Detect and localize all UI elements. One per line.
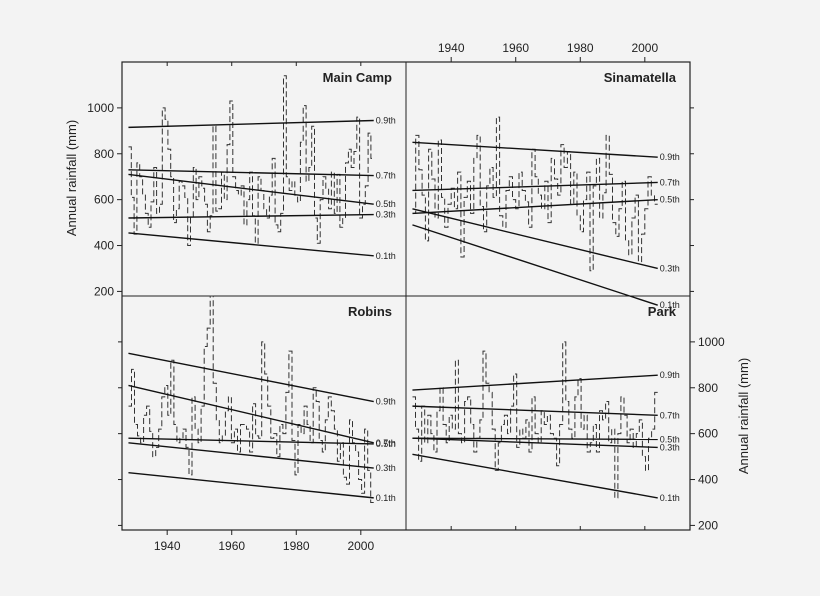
quantile-label-07th-park: 0.7th bbox=[660, 410, 680, 420]
quantile-line-07th-main-camp bbox=[128, 169, 374, 177]
quantile-line-09th-sinamatella bbox=[412, 141, 658, 158]
quantile-label-07th-main-camp: 0.7th bbox=[376, 171, 396, 181]
quantile-label-01th-park: 0.1th bbox=[660, 493, 680, 503]
y-axis-label-left: Annual rainfall (mm) bbox=[64, 120, 79, 236]
quantile-line-09th-main-camp bbox=[128, 119, 374, 129]
x-tick-label-top-2000: 2000 bbox=[631, 41, 658, 55]
y-tick-label-right-600: 600 bbox=[698, 427, 718, 441]
panel-title-park: Park bbox=[648, 304, 677, 319]
quantile-label-05th-park: 0.5th bbox=[660, 434, 680, 444]
quantile-line-05th-park bbox=[412, 437, 658, 441]
rainfall-series-main-camp bbox=[128, 75, 374, 246]
quantile-line-03th-main-camp bbox=[128, 213, 374, 219]
quantile-label-01th-robins: 0.1th bbox=[376, 493, 396, 503]
panel-title-main-camp: Main Camp bbox=[323, 70, 392, 85]
panel-title-sinamatella: Sinamatella bbox=[604, 70, 677, 85]
quantile-line-07th-park bbox=[412, 405, 658, 416]
y-tick-label-right-800: 800 bbox=[698, 381, 718, 395]
quantile-line-05th-robins bbox=[128, 437, 374, 445]
quantile-label-03th-main-camp: 0.3th bbox=[376, 210, 396, 220]
quantile-line-01th-robins bbox=[128, 471, 374, 499]
quantile-line-09th-park bbox=[412, 374, 658, 391]
y-tick-label-left-1000: 1000 bbox=[87, 101, 114, 115]
quantile-label-09th-park: 0.9th bbox=[660, 370, 680, 380]
quantile-label-09th-sinamatella: 0.9th bbox=[660, 152, 680, 162]
y-tick-label-left-800: 800 bbox=[94, 147, 114, 161]
quantile-label-07th-sinamatella: 0.7th bbox=[660, 177, 680, 187]
quantile-line-05th-main-camp bbox=[128, 173, 374, 205]
quantile-line-03th-sinamatella bbox=[412, 208, 658, 270]
quantile-label-03th-robins: 0.3th bbox=[376, 463, 396, 473]
quantile-line-03th-robins bbox=[128, 442, 374, 469]
rainfall-series-sinamatella bbox=[412, 116, 658, 272]
x-tick-label-bottom-1980: 1980 bbox=[283, 539, 310, 553]
x-tick-label-top-1940: 1940 bbox=[438, 41, 465, 55]
y-tick-label-left-600: 600 bbox=[94, 193, 114, 207]
shared-axes: 1940 1960 1980 2000 1940 1960 1980 2000 200 400 60… bbox=[87, 41, 725, 553]
quantile-label-05th-sinamatella: 0.5th bbox=[660, 195, 680, 205]
x-tick-label-bottom-1940: 1940 bbox=[154, 539, 181, 553]
y-tick-label-right-1000: 1000 bbox=[698, 335, 725, 349]
quantile-label-09th-robins: 0.9th bbox=[376, 397, 396, 407]
quantile-line-05th-sinamatella bbox=[412, 198, 658, 215]
y-axis-label-right: Annual rainfall (mm) bbox=[736, 358, 751, 474]
quantile-label-01th-sinamatella: 0.1th bbox=[660, 300, 680, 310]
x-tick-label-top-1960: 1960 bbox=[502, 41, 529, 55]
quantile-label-05th-robins: 0.5th bbox=[376, 439, 396, 449]
quantile-line-03th-park bbox=[412, 437, 658, 449]
quantile-line-01th-main-camp bbox=[128, 232, 374, 257]
x-tick-label-top-1980: 1980 bbox=[567, 41, 594, 55]
rainfall-series-park bbox=[412, 341, 658, 499]
panel-sinamatella: 0.9th 0.7th 0.5th 0.3th 0.1th Sinamatella bbox=[412, 70, 680, 310]
quantile-label-03th-park: 0.3th bbox=[660, 442, 680, 452]
quantile-line-01th-sinamatella bbox=[412, 224, 658, 306]
quantile-line-07th-sinamatella bbox=[412, 181, 658, 192]
quantile-label-03th-sinamatella: 0.3th bbox=[660, 263, 680, 273]
quantile-line-01th-park bbox=[412, 453, 658, 499]
quantile-label-05th-main-camp: 0.5th bbox=[376, 199, 396, 209]
x-tick-label-bottom-2000: 2000 bbox=[347, 539, 374, 553]
x-tick-label-bottom-1960: 1960 bbox=[218, 539, 245, 553]
rainfall-series-robins bbox=[128, 295, 374, 503]
quantile-label-07th-robins: 0.7th bbox=[376, 438, 396, 448]
panel-title-robins: Robins bbox=[348, 304, 392, 319]
y-tick-label-right-400: 400 bbox=[698, 473, 718, 487]
quantile-line-07th-robins bbox=[128, 384, 374, 444]
y-tick-label-left-400: 400 bbox=[94, 239, 114, 253]
y-tick-label-left-200: 200 bbox=[94, 284, 114, 298]
y-tick-label-right-200: 200 bbox=[698, 518, 718, 532]
quantile-line-09th-robins bbox=[128, 352, 374, 403]
quantile-label-09th-main-camp: 0.9th bbox=[376, 116, 396, 126]
quantile-label-01th-main-camp: 0.1th bbox=[376, 251, 396, 261]
panel-frame bbox=[121, 61, 691, 531]
